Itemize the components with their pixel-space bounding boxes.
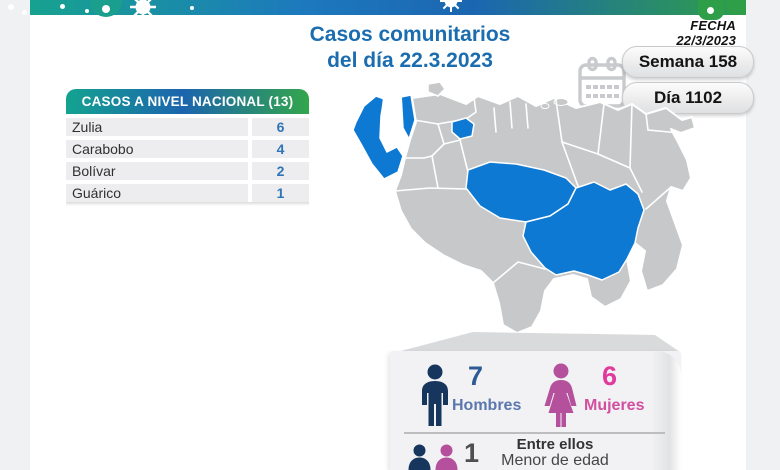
table-row: Zulia 6 xyxy=(66,118,309,136)
banner-teal-decor xyxy=(90,0,122,17)
page-title: Casos comunitarios del día 22.3.2023 xyxy=(285,22,535,74)
right-margin xyxy=(746,0,780,470)
state-name: Zulia xyxy=(66,118,248,136)
table-row: Guárico 1 xyxy=(66,184,309,202)
table-row: Bolívar 2 xyxy=(66,162,309,180)
minor-man-icon xyxy=(408,444,431,470)
venezuela-map xyxy=(352,82,696,334)
banner-green-decor xyxy=(698,0,724,20)
men-count: 7 xyxy=(468,361,484,391)
virus-icon xyxy=(130,0,156,15)
calendar-icon xyxy=(578,56,626,108)
card-top-face xyxy=(397,332,680,352)
state-name: Guárico xyxy=(66,184,248,202)
minor-label-line2: Menor de edad xyxy=(501,452,609,469)
state-cases: 4 xyxy=(252,140,309,158)
decor-dot xyxy=(22,10,27,15)
minor-count: 1 xyxy=(464,438,480,468)
state-cases: 1 xyxy=(252,184,309,202)
decor-dot xyxy=(8,4,14,10)
card-divider xyxy=(404,432,665,434)
state-name: Bolívar xyxy=(66,162,248,180)
top-banner xyxy=(30,0,746,15)
day-badge-label: Día 1102 xyxy=(653,88,723,107)
minor-woman-icon xyxy=(435,444,458,470)
map-lake-maracaibo xyxy=(381,97,403,151)
map-state-zulia xyxy=(352,95,404,180)
national-cases-table: CASOS A NIVEL NACIONAL (13) Zulia 6 Cara… xyxy=(66,89,309,206)
week-badge: Semana 158 xyxy=(622,46,754,78)
date-label: FECHA 22/3/2023 xyxy=(676,18,736,48)
table-row: Carabobo 4 xyxy=(66,140,309,158)
virus-icon xyxy=(440,0,462,12)
woman-icon xyxy=(544,363,577,427)
map-state-bolivar xyxy=(522,181,645,281)
state-cases: 2 xyxy=(252,162,309,180)
minor-label-line1: Entre ellos xyxy=(516,436,594,453)
page-title-line1: Casos comunitarios xyxy=(309,23,511,46)
map-island xyxy=(540,103,550,109)
men-label: Hombres xyxy=(452,397,522,414)
state-name: Carabobo xyxy=(66,140,248,158)
map-island xyxy=(553,98,569,106)
women-count: 6 xyxy=(602,361,618,391)
left-margin xyxy=(0,0,30,470)
day-badge: Día 1102 xyxy=(622,82,754,114)
card-page-curl xyxy=(651,351,681,470)
table-header: CASOS A NIVEL NACIONAL (13) xyxy=(66,89,309,114)
gender-stats-card: 7 Hombres 6 Mujeres 1 Entre ellos Menor … xyxy=(390,351,681,470)
women-label: Mujeres xyxy=(584,397,645,414)
state-cases: 6 xyxy=(252,118,309,136)
man-icon xyxy=(422,364,448,426)
week-badge-label: Semana 158 xyxy=(638,52,738,71)
map-state-carabobo xyxy=(451,117,475,140)
banner-green-decor xyxy=(727,0,746,15)
map-peninsula xyxy=(427,82,447,97)
page-title-line2: del día 22.3.2023 xyxy=(327,49,493,72)
